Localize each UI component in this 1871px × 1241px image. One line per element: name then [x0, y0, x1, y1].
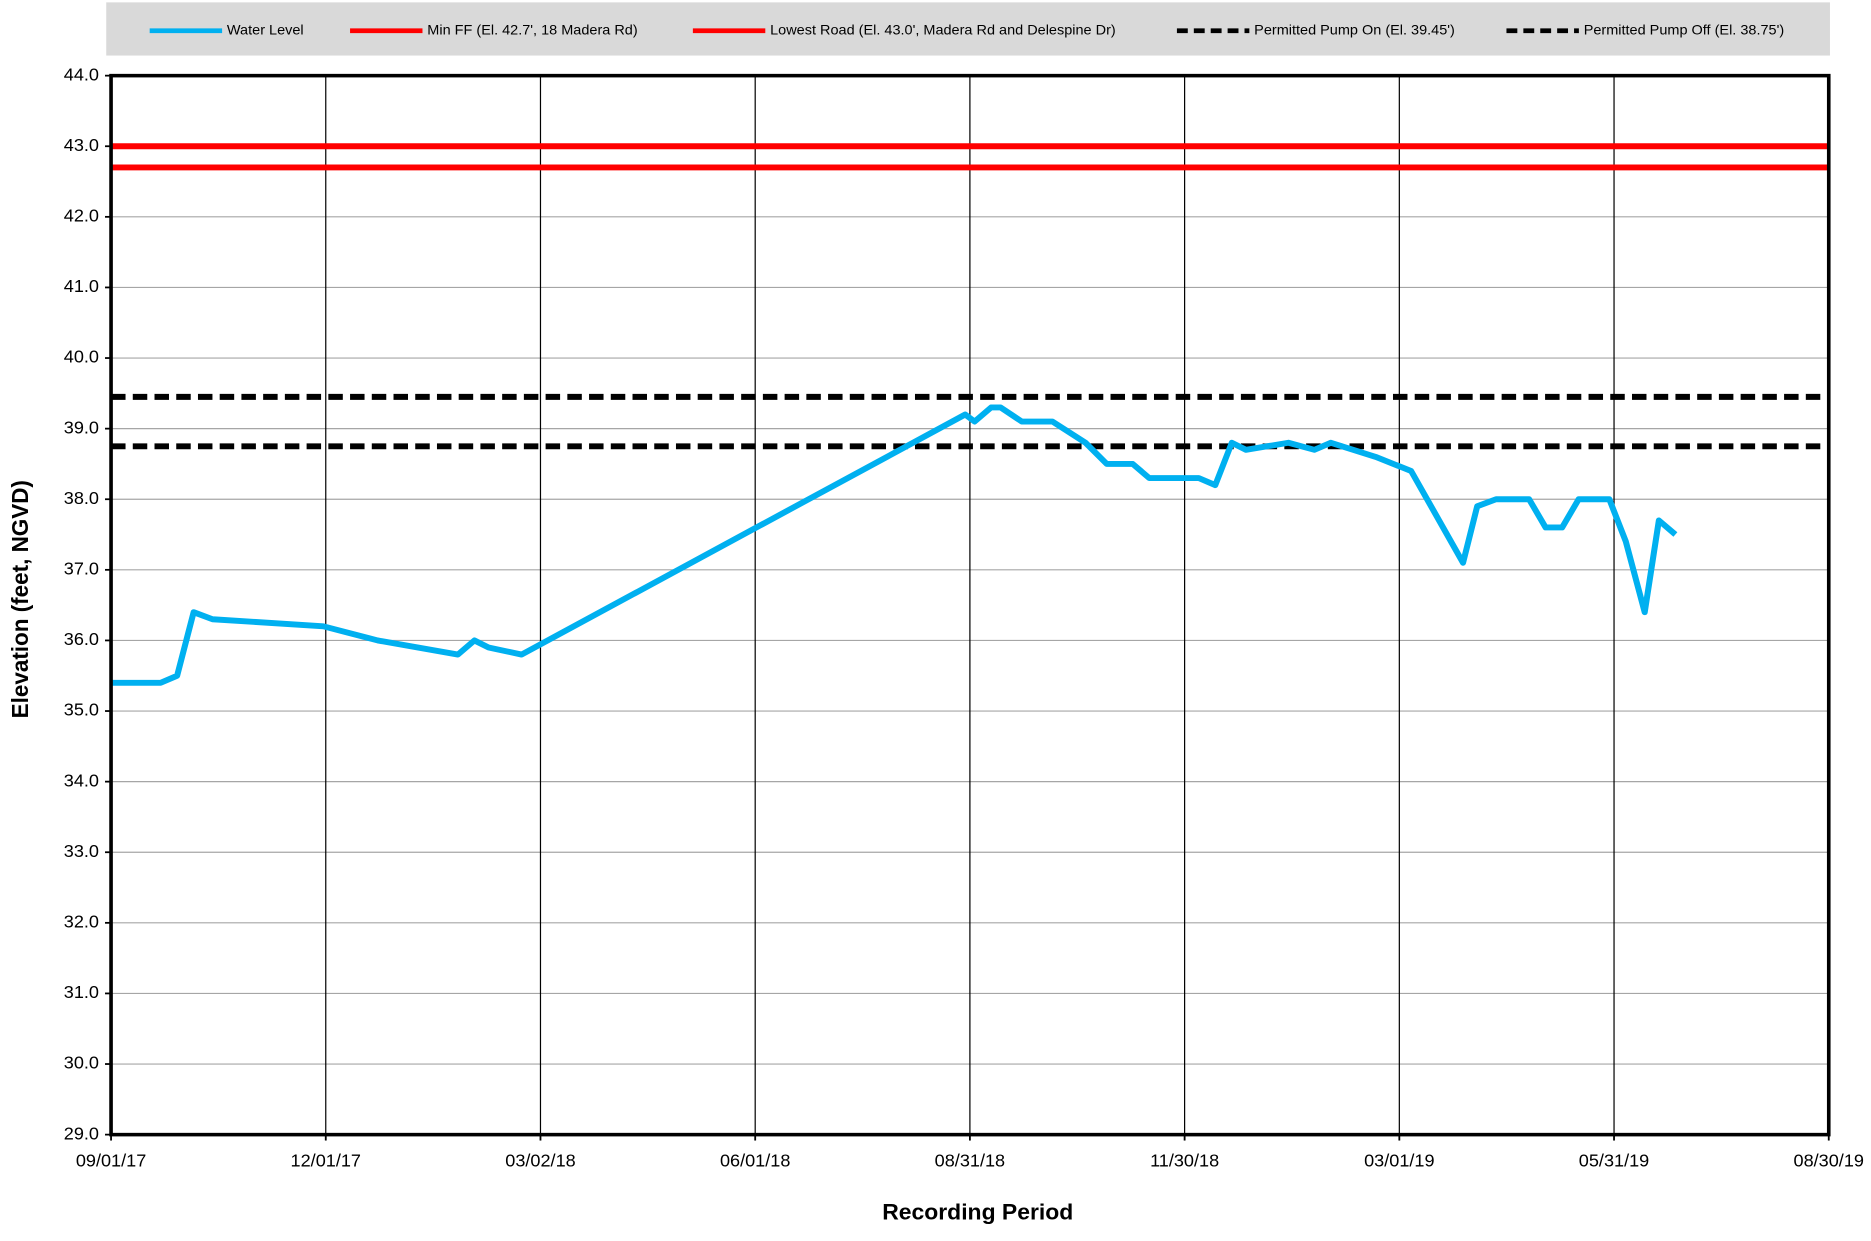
y-tick-label: 38.0: [64, 488, 99, 508]
y-tick-label: 39.0: [64, 417, 99, 437]
y-tick-label: 43.0: [64, 135, 99, 155]
y-tick-label: 37.0: [64, 559, 99, 579]
x-tick-label: 08/31/18: [935, 1151, 1005, 1171]
legend-label: Permitted Pump Off (El. 38.75'): [1584, 23, 1784, 39]
grid: [105, 74, 1830, 1141]
y-tick-label: 34.0: [64, 770, 99, 790]
y-tick-label: 31.0: [64, 982, 99, 1002]
x-tick-label: 03/01/19: [1364, 1151, 1434, 1171]
x-tick-label: 12/01/17: [291, 1151, 361, 1171]
y-tick-label: 44.0: [64, 64, 99, 84]
y-tick-label: 36.0: [64, 629, 99, 649]
y-axis-label: Elevation (feet, NGVD): [7, 480, 33, 718]
lines: [111, 143, 1829, 686]
y-tick-label: 33.0: [64, 841, 99, 861]
y-tick-label: 40.0: [64, 347, 99, 367]
x-tick-label: 05/31/19: [1579, 1151, 1649, 1171]
legend-label: Min FF (El. 42.7', 18 Madera Rd): [427, 23, 637, 39]
y-tick-label: 42.0: [64, 206, 99, 226]
x-tick-label: 08/30/19: [1794, 1151, 1864, 1171]
y-tick-label: 32.0: [64, 912, 99, 932]
y-tick-label: 41.0: [64, 276, 99, 296]
legend-label: Water Level: [227, 23, 304, 39]
y-tick-label: 29.0: [64, 1123, 99, 1143]
y-tick-label: 35.0: [64, 700, 99, 720]
data-line: [111, 404, 1678, 686]
x-tick-label: 03/02/18: [505, 1151, 575, 1171]
x-tick-label: 06/01/18: [720, 1151, 790, 1171]
y-tick-label: 30.0: [64, 1053, 99, 1073]
legend-label: Permitted Pump On (El. 39.45'): [1254, 23, 1455, 39]
x-axis-label: Recording Period: [882, 1199, 1073, 1225]
x-tick-label: 11/30/18: [1150, 1151, 1219, 1171]
x-tick-label: 09/01/17: [76, 1151, 146, 1171]
plot-frame: [109, 73, 1831, 1137]
legend-label: Lowest Road (El. 43.0', Madera Rd and De…: [770, 23, 1116, 39]
